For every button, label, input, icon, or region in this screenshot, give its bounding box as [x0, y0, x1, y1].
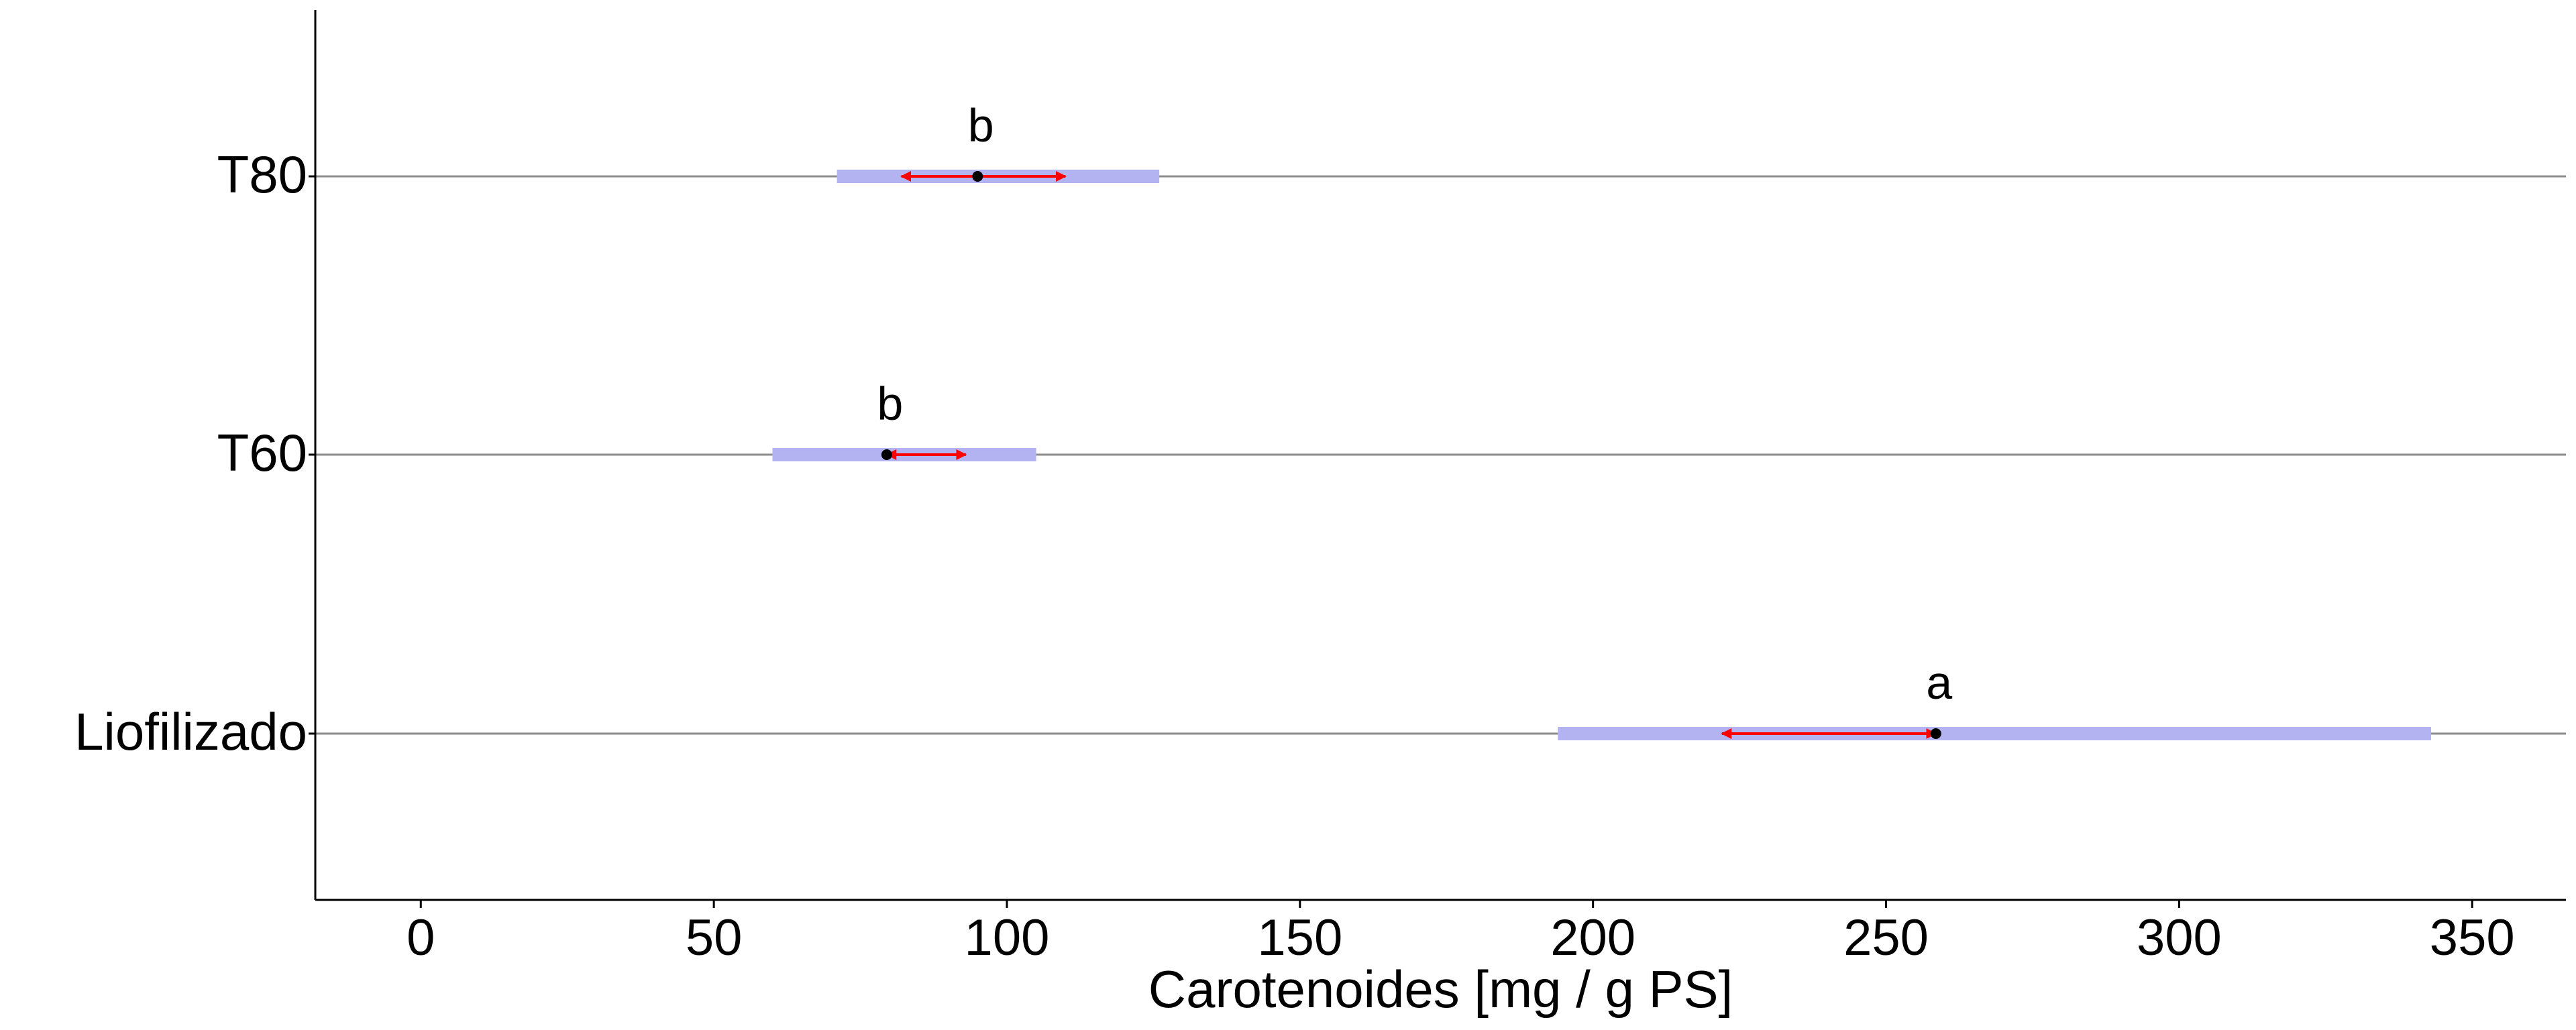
mean-point-1: [881, 449, 892, 460]
mean-point-2: [1930, 728, 1941, 739]
category-labels: T80 T60 Liofilizado: [74, 145, 315, 761]
mean-points: [881, 171, 1941, 739]
x-tick-label-5: 250: [1843, 909, 1929, 966]
comparison-arrows: [885, 171, 1937, 739]
group-letter-1: b: [877, 378, 903, 430]
x-tick-label-6: 300: [2137, 909, 2222, 966]
category-label-0: T80: [217, 145, 307, 204]
x-tick-label-2: 100: [965, 909, 1050, 966]
group-letter-0: b: [968, 99, 994, 152]
x-tick-label-4: 200: [1550, 909, 1635, 966]
mean-point-0: [972, 171, 983, 182]
reference-lines: [315, 175, 2566, 735]
group-letter-2: a: [1926, 656, 1952, 709]
x-tick-label-3: 150: [1257, 909, 1342, 966]
x-tick-label-7: 350: [2430, 909, 2515, 966]
x-tick-label-0: 0: [407, 909, 435, 966]
x-axis-title: Carotenoides [mg / g PS]: [1148, 960, 1733, 1019]
x-tick-label-1: 50: [686, 909, 743, 966]
group-letters: b b a: [877, 99, 1952, 709]
category-label-2: Liofilizado: [74, 702, 307, 761]
category-label-1: T60: [217, 423, 307, 482]
x-axis-ticks: 0 50 100 150 200 250 300 350: [407, 900, 2515, 966]
